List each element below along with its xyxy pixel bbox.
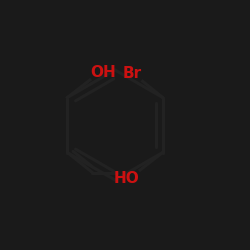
Text: OH: OH [90, 64, 116, 80]
Text: Br: Br [122, 66, 142, 81]
Text: HO: HO [114, 170, 140, 186]
